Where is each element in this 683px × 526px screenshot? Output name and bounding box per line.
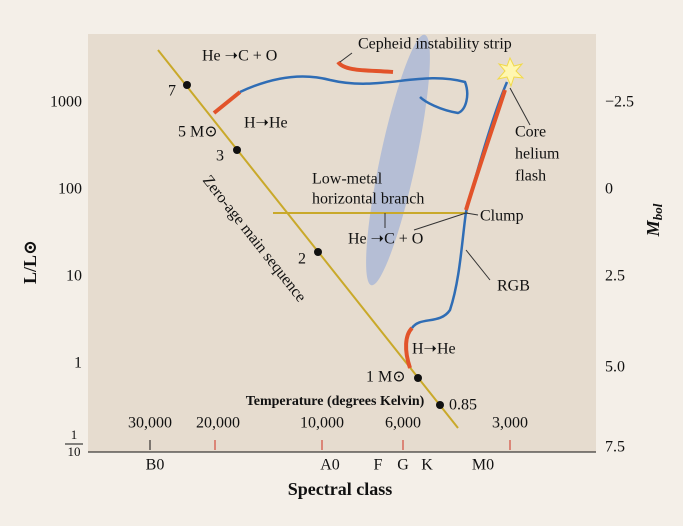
- annotation: Core: [515, 124, 546, 141]
- left-fraction-denominator: 10: [68, 444, 81, 459]
- track-red: [336, 60, 394, 74]
- temperature-label: Temperature (degrees Kelvin): [246, 394, 425, 409]
- mass-label: 7: [168, 83, 176, 100]
- spectral-tick-label: K: [421, 457, 433, 474]
- annotation: He ➝C + O: [348, 231, 423, 248]
- right-tick-label: 0: [605, 181, 613, 198]
- mass-label: 1 M⊙: [366, 369, 406, 386]
- spectral-tick-label: A0: [320, 457, 340, 474]
- annotation: RGB: [497, 278, 530, 295]
- leader: [339, 52, 353, 63]
- mass-label: 0.85: [449, 397, 477, 414]
- annotation: Low-metal: [312, 171, 383, 188]
- left-axis-label: L/L⊙: [20, 240, 40, 284]
- spectral-tick-label: G: [397, 457, 409, 474]
- plot-area: [88, 34, 596, 452]
- temperature-tick-label: 6,000: [385, 415, 421, 432]
- spectral-tick-label: B0: [146, 457, 165, 474]
- annotation: H➝He: [412, 341, 456, 358]
- left-fraction-numerator: 1: [71, 427, 78, 442]
- track-red: [212, 90, 242, 115]
- temperature-tick-label: 10,000: [300, 415, 344, 432]
- annotation: He ➝C + O: [202, 48, 277, 65]
- annotation: helium: [515, 146, 560, 163]
- right-tick-label: 2.5: [605, 268, 625, 285]
- spectral-tick-label: M0: [472, 457, 494, 474]
- right-tick-label: −2.5: [605, 94, 634, 111]
- left-tick-label: 1: [74, 355, 82, 372]
- leader: [413, 212, 467, 231]
- leader: [465, 249, 491, 281]
- annotation: Cepheid instability strip: [358, 36, 512, 53]
- mass-dot: [414, 374, 422, 382]
- instability-strip: [366, 34, 430, 286]
- left-tick-label: 10: [66, 268, 82, 285]
- mass-dot: [314, 248, 322, 256]
- right-tick-label: 7.5: [605, 439, 625, 456]
- left-tick-label: 1000: [50, 94, 82, 111]
- mass-dot: [436, 401, 444, 409]
- track-red: [464, 89, 507, 211]
- mass-dot: [233, 146, 241, 154]
- track-red: [404, 326, 414, 369]
- temperature-tick-label: 20,000: [196, 415, 240, 432]
- spectral-axis-label: Spectral class: [288, 479, 392, 499]
- mass-label: 3: [216, 148, 224, 165]
- annotation: Clump: [480, 208, 524, 225]
- right-axis-label: Mbol: [643, 203, 665, 237]
- spectral-tick-label: F: [374, 457, 383, 474]
- mass-label: 5 M⊙: [178, 124, 218, 141]
- temperature-tick-label: 30,000: [128, 415, 172, 432]
- mass-dot: [183, 81, 191, 89]
- left-tick-label: 100: [58, 181, 82, 198]
- annotation: flash: [515, 168, 546, 185]
- right-tick-label: 5.0: [605, 359, 625, 376]
- temperature-tick-label: 3,000: [492, 415, 528, 432]
- annotation: H➝He: [244, 115, 288, 132]
- annotation: horizontal branch: [312, 191, 424, 208]
- leader: [509, 87, 531, 126]
- leader: [465, 212, 479, 216]
- track-blue: [239, 75, 469, 115]
- mass-label: 2: [298, 251, 306, 268]
- flash-star: [496, 56, 525, 88]
